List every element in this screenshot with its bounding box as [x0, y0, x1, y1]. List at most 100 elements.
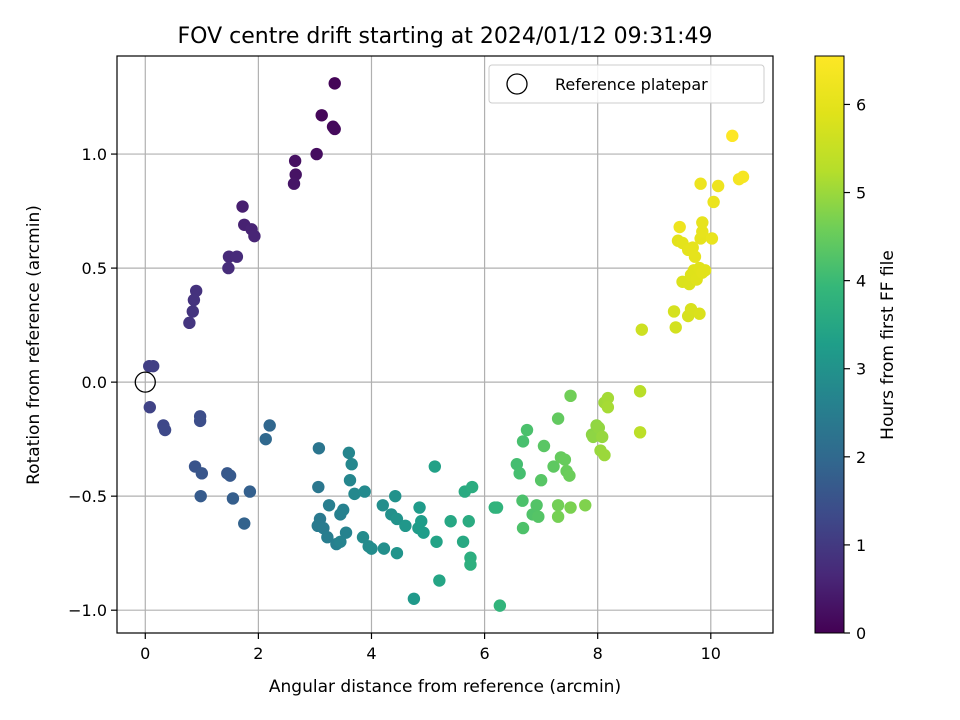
data-point	[456, 535, 470, 548]
data-point	[516, 521, 530, 535]
data-point	[345, 458, 358, 471]
data-point	[534, 473, 548, 487]
data-point	[146, 359, 160, 373]
data-point	[390, 512, 404, 526]
colorbar-tick-label: 4	[856, 272, 866, 291]
data-point	[342, 446, 356, 460]
colorbar-ticks: 0 1 2 3 4 5 6	[844, 95, 866, 643]
y-axis-ticks: −1.0 −0.5 0.0 0.5 1.0	[68, 145, 117, 620]
data-point	[601, 391, 615, 405]
data-point	[238, 517, 251, 530]
data-point	[339, 526, 353, 539]
data-point	[696, 225, 709, 238]
data-point	[688, 250, 702, 263]
data-point	[399, 519, 412, 533]
data-point	[586, 430, 600, 444]
legend-entry-reference: Reference platepar	[555, 75, 708, 94]
x-tick-label: 2	[253, 644, 263, 663]
colorbar-tick-label: 2	[856, 448, 866, 467]
data-point	[343, 473, 357, 487]
data-point	[633, 385, 647, 398]
x-tick-label: 6	[479, 644, 489, 663]
y-tick-label: −1.0	[68, 601, 107, 620]
data-point	[193, 414, 207, 428]
data-point	[564, 389, 577, 403]
data-point	[516, 435, 530, 448]
x-axis-ticks: 0 2 4 6 8 10	[140, 633, 721, 663]
data-point	[558, 453, 572, 466]
data-point	[415, 515, 428, 528]
data-point	[194, 489, 207, 503]
data-point	[598, 448, 611, 462]
data-point	[310, 147, 323, 161]
data-point	[259, 432, 272, 446]
data-point	[694, 177, 707, 190]
data-point	[315, 109, 328, 122]
colorbar-tick-label: 6	[856, 95, 866, 114]
chart-title: FOV centre drift starting at 2024/01/12 …	[178, 24, 713, 49]
data-point	[530, 499, 543, 512]
grid-lines	[117, 56, 773, 633]
data-point	[669, 321, 682, 334]
data-point	[230, 250, 244, 263]
data-point	[465, 480, 479, 494]
legend-marker-reference	[506, 73, 528, 95]
data-point	[601, 401, 615, 414]
data-point	[288, 154, 302, 168]
x-axis-label: Angular distance from reference (arcmin)	[269, 677, 621, 697]
data-point	[263, 419, 276, 432]
data-point	[667, 305, 681, 318]
colorbar-gradient	[815, 56, 844, 633]
data-point	[711, 179, 725, 193]
y-tick-label: 1.0	[82, 145, 107, 164]
data-point	[377, 542, 391, 555]
data-point	[693, 307, 706, 320]
data-point	[348, 487, 361, 501]
colorbar-tick-label: 1	[856, 536, 866, 555]
reference-platepar-point	[134, 371, 156, 393]
x-tick-label: 8	[593, 644, 603, 663]
data-point	[696, 266, 709, 279]
data-point	[195, 467, 209, 480]
y-tick-label: −0.5	[68, 487, 107, 506]
data-point	[223, 469, 237, 482]
y-axis-label: Rotation from reference (arcmin)	[24, 205, 44, 485]
data-point	[516, 494, 529, 507]
data-point	[337, 503, 350, 517]
data-point	[287, 177, 301, 190]
data-point	[493, 599, 507, 612]
data-point	[322, 499, 336, 512]
data-point	[513, 467, 526, 480]
data-point	[707, 195, 720, 209]
data-point	[635, 323, 648, 336]
data-point	[464, 558, 477, 571]
data-point	[328, 77, 341, 90]
data-point	[328, 122, 341, 136]
data-point	[520, 423, 534, 437]
data-point	[551, 412, 565, 425]
data-point	[736, 170, 750, 184]
colorbar-tick-label: 0	[856, 624, 866, 643]
data-point	[547, 460, 560, 473]
data-point	[563, 469, 576, 482]
data-point	[243, 485, 257, 498]
y-tick-label: 0.0	[82, 373, 107, 392]
data-point	[312, 442, 326, 455]
data-point	[158, 423, 172, 437]
data-point	[532, 510, 545, 523]
reference-marker	[134, 371, 156, 393]
data-point	[428, 460, 442, 473]
data-point	[633, 426, 647, 439]
data-point	[183, 316, 196, 330]
data-point	[186, 305, 199, 318]
data-point	[705, 232, 719, 245]
data-point	[417, 526, 430, 539]
data-point	[236, 200, 249, 213]
legend-box	[488, 64, 765, 104]
data-point	[462, 515, 475, 528]
data-point	[334, 535, 347, 548]
data-point	[564, 501, 577, 514]
data-point	[413, 501, 426, 514]
data-point	[312, 480, 325, 494]
